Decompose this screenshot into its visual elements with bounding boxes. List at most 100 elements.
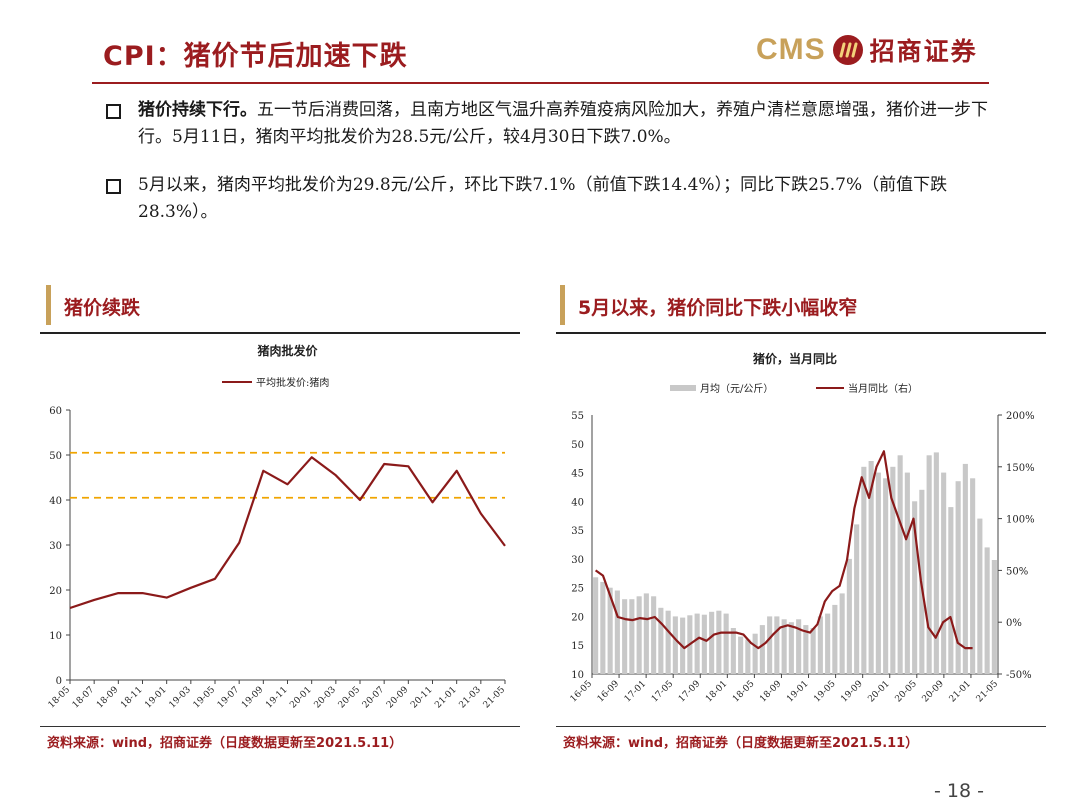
y-tick-label: 0 <box>56 676 62 687</box>
x-tick-label: 20-09 <box>921 679 947 705</box>
page-number: - 18 - <box>934 780 984 802</box>
cms-logo: CMS 招商证券 <box>756 30 978 70</box>
y-tick-label-left: 35 <box>571 526 584 537</box>
bar-monthly-avg <box>745 639 751 674</box>
bar-monthly-avg <box>607 587 613 674</box>
bar-monthly-avg <box>825 613 831 674</box>
x-tick-label: 16-05 <box>569 679 595 705</box>
x-tick-label: 19-01 <box>785 679 810 704</box>
y-tick-label-left: 30 <box>571 555 584 566</box>
bar-monthly-avg <box>759 625 765 674</box>
x-tick-label: 20-07 <box>361 685 387 711</box>
y-tick-label-left: 40 <box>571 497 584 508</box>
y-tick-label: 40 <box>49 496 62 507</box>
bullet-text: 五一节后消费回落，且南方地区气温升高养殖疫病风险加大，养殖户清栏意愿增强，猪价进… <box>138 100 988 147</box>
x-tick-label: 18-05 <box>731 679 757 705</box>
bar-monthly-avg <box>933 452 939 674</box>
bar-monthly-avg <box>643 593 649 674</box>
y-tick-label-left: 20 <box>571 612 584 623</box>
bar-monthly-avg <box>984 547 990 674</box>
chart-bottom-rule-left <box>40 726 520 727</box>
bar-monthly-avg <box>636 596 642 674</box>
bar-monthly-avg <box>752 633 758 674</box>
bar-monthly-avg <box>962 463 968 674</box>
x-tick-label: 20-03 <box>313 685 339 711</box>
y-tick-label: 20 <box>49 586 62 597</box>
y-tick-label: 60 <box>49 406 62 417</box>
bar-monthly-avg <box>694 613 700 674</box>
y-tick-label-right: 50% <box>1006 566 1028 577</box>
x-tick-label: 19-09 <box>839 679 865 705</box>
bar-monthly-avg <box>912 501 918 674</box>
y-tick-label-left: 15 <box>571 641 584 652</box>
square-bullet-icon <box>106 104 121 119</box>
y-tick-label-right: 0% <box>1006 618 1022 629</box>
bar-monthly-avg <box>832 604 838 674</box>
title-divider <box>92 82 989 84</box>
bar-monthly-avg <box>883 478 889 674</box>
section-accent-bar <box>560 285 565 325</box>
x-tick-label: 19-05 <box>812 679 838 705</box>
bar-monthly-avg <box>672 616 678 674</box>
section-title: 5月以来，猪价同比下跌小幅收窄 <box>578 297 858 319</box>
x-tick-label: 18-01 <box>704 679 729 704</box>
legend-label: 当月同比（右） <box>848 382 918 395</box>
bar-monthly-avg <box>803 625 809 674</box>
y-tick-label: 30 <box>49 541 62 552</box>
logo-cms-text: CMS <box>756 33 826 66</box>
section-divider-right <box>556 332 1046 334</box>
y-tick-label-left: 50 <box>571 440 584 451</box>
square-bullet-icon <box>106 179 121 194</box>
y-tick-label-right: 200% <box>1006 411 1035 422</box>
bar-monthly-avg <box>890 466 896 674</box>
bullet-point-1: 猪价持续下行。五一节后消费回落，且南方地区气温升高养殖疫病风险加大，养殖户清栏意… <box>106 97 996 151</box>
bar-monthly-avg <box>767 616 773 674</box>
bar-monthly-avg <box>839 593 845 674</box>
x-tick-label: 20-11 <box>409 685 434 710</box>
x-tick-label: 19-07 <box>216 685 242 711</box>
logo-emblem-icon <box>832 35 863 65</box>
x-tick-label: 19-05 <box>192 685 218 711</box>
y-tick-label-right: 150% <box>1006 463 1035 474</box>
bullet-text: 5月以来，猪肉平均批发价为29.8元/公斤，环比下跌7.1%（前值下跌14.4%… <box>138 175 948 222</box>
x-tick-label: 18-09 <box>758 679 784 705</box>
bar-monthly-avg <box>897 455 903 674</box>
chart-title: 猪价，当月同比 <box>752 351 837 366</box>
bar-monthly-avg <box>665 610 671 674</box>
logo-cn-text: 招商证券 <box>869 37 978 66</box>
bar-monthly-avg <box>846 558 852 674</box>
x-tick-label: 21-03 <box>458 685 484 711</box>
x-tick-label: 21-05 <box>975 679 1001 705</box>
bar-monthly-avg <box>651 596 657 674</box>
x-tick-label: 18-05 <box>47 685 73 711</box>
bar-monthly-avg <box>955 481 961 674</box>
bar-monthly-avg <box>730 628 736 674</box>
bar-monthly-avg <box>701 614 707 674</box>
bar-monthly-avg <box>941 472 947 674</box>
bar-monthly-avg <box>723 613 729 674</box>
x-tick-label: 21-01 <box>433 685 458 710</box>
bar-monthly-avg <box>658 607 664 674</box>
x-tick-label: 19-01 <box>143 685 168 710</box>
x-tick-label: 20-01 <box>866 679 891 704</box>
x-tick-label: 17-05 <box>650 679 676 705</box>
bar-monthly-avg <box>622 599 628 674</box>
x-tick-label: 21-01 <box>948 679 973 704</box>
bar-monthly-avg <box>904 472 910 674</box>
bar-monthly-avg <box>796 619 802 674</box>
x-tick-label: 19-09 <box>240 685 266 711</box>
bar-monthly-avg <box>991 560 997 674</box>
chart-title: 猪肉批发价 <box>256 343 318 358</box>
series-line-yoy <box>594 450 973 650</box>
bar-monthly-avg <box>709 611 715 674</box>
y-tick-label-left: 10 <box>571 670 584 681</box>
bar-monthly-avg <box>629 599 635 674</box>
bar-monthly-avg <box>926 455 932 674</box>
bar-monthly-avg <box>600 581 606 674</box>
x-tick-label: 20-01 <box>288 685 313 710</box>
y-tick-label-left: 55 <box>571 411 584 422</box>
bar-monthly-avg <box>977 518 983 674</box>
bar-monthly-avg <box>810 628 816 674</box>
